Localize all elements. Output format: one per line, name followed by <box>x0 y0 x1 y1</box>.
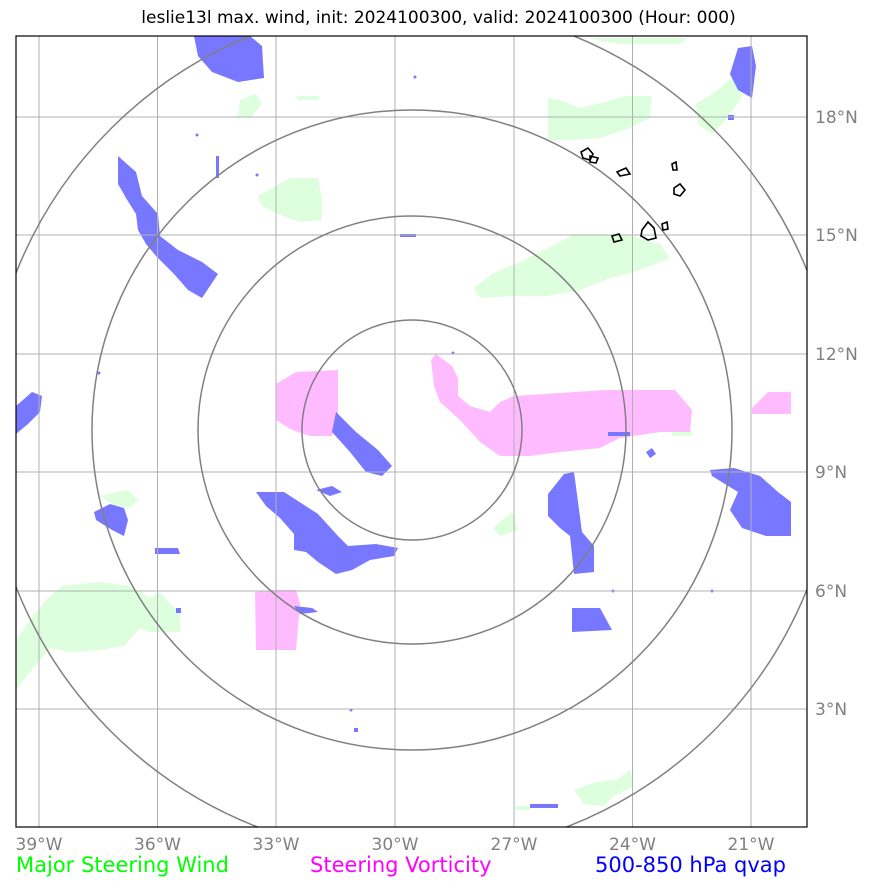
y-tick-label: 9°N <box>815 463 847 483</box>
qvap-area <box>354 728 358 732</box>
qvap-area <box>194 36 264 82</box>
range-rings <box>16 36 807 827</box>
steering-vorticity-areas <box>255 354 791 650</box>
wind-area <box>16 582 180 690</box>
qvap-area <box>118 156 218 298</box>
qvap-areas <box>16 36 791 808</box>
wind-area <box>296 96 320 100</box>
steering-wind-areas <box>16 38 745 810</box>
x-tick-label: 27°W <box>491 835 538 855</box>
x-tick-label: 33°W <box>253 835 300 855</box>
island <box>673 182 687 197</box>
qvap-area <box>332 412 392 476</box>
qvap-area <box>730 46 756 98</box>
wind-area <box>586 38 688 44</box>
island <box>589 154 600 164</box>
vorticity-area <box>431 354 692 456</box>
qvap-area <box>572 608 612 632</box>
coastline-islands <box>580 146 687 243</box>
x-axis-labels: 39°W 36°W 33°W 30°W 27°W 24°W 21°W <box>16 835 775 855</box>
qvap-area <box>256 492 398 574</box>
range-ring <box>197 215 627 645</box>
legend-steering-vorticity: Steering Vorticity <box>310 853 492 877</box>
island <box>661 220 669 231</box>
island <box>671 160 678 171</box>
qvap-area <box>94 504 128 536</box>
wind-area <box>100 490 138 508</box>
vorticity-area <box>255 590 300 650</box>
wind-area <box>574 770 634 806</box>
y-tick-label: 3°N <box>815 700 847 720</box>
wind-area <box>258 178 322 222</box>
qvap-area <box>530 804 558 808</box>
qvap-area <box>155 548 180 554</box>
qvap-area <box>16 392 42 434</box>
wind-area <box>696 78 745 134</box>
wind-area <box>548 96 652 140</box>
y-tick-label: 15°N <box>815 226 858 246</box>
x-tick-label: 39°W <box>16 835 63 855</box>
legend-steering-wind: Major Steering Wind <box>16 853 229 877</box>
wind-area <box>493 512 518 536</box>
island <box>610 233 624 243</box>
x-tick-label: 21°W <box>728 835 775 855</box>
qvap-area <box>608 432 630 436</box>
y-tick-label: 12°N <box>815 345 858 365</box>
island <box>615 166 632 177</box>
qvap-area <box>176 608 181 613</box>
range-ring <box>301 319 523 541</box>
qvap-area <box>216 156 219 178</box>
x-tick-label: 36°W <box>134 835 181 855</box>
qvap-area <box>646 448 656 458</box>
qvap-area <box>316 486 342 496</box>
wind-area <box>474 234 670 298</box>
y-tick-label: 18°N <box>815 108 858 128</box>
island <box>580 146 594 161</box>
vorticity-area <box>752 392 791 414</box>
gridlines <box>16 36 807 827</box>
y-tick-label: 6°N <box>815 582 847 602</box>
wind-area <box>238 94 262 118</box>
map-title: leslie13l max. wind, init: 2024100300, v… <box>141 8 736 28</box>
qvap-area <box>548 472 594 574</box>
legend-qvap: 500-850 hPa qvap <box>595 853 786 877</box>
vorticity-area <box>276 370 338 436</box>
range-ring <box>91 109 733 751</box>
y-axis-labels: 18°N 15°N 12°N 9°N 6°N 3°N <box>815 108 858 720</box>
wind-area <box>515 806 530 810</box>
x-tick-label: 30°W <box>372 835 419 855</box>
island <box>640 220 657 241</box>
plot-frame <box>15 35 808 828</box>
x-tick-label: 24°W <box>609 835 656 855</box>
